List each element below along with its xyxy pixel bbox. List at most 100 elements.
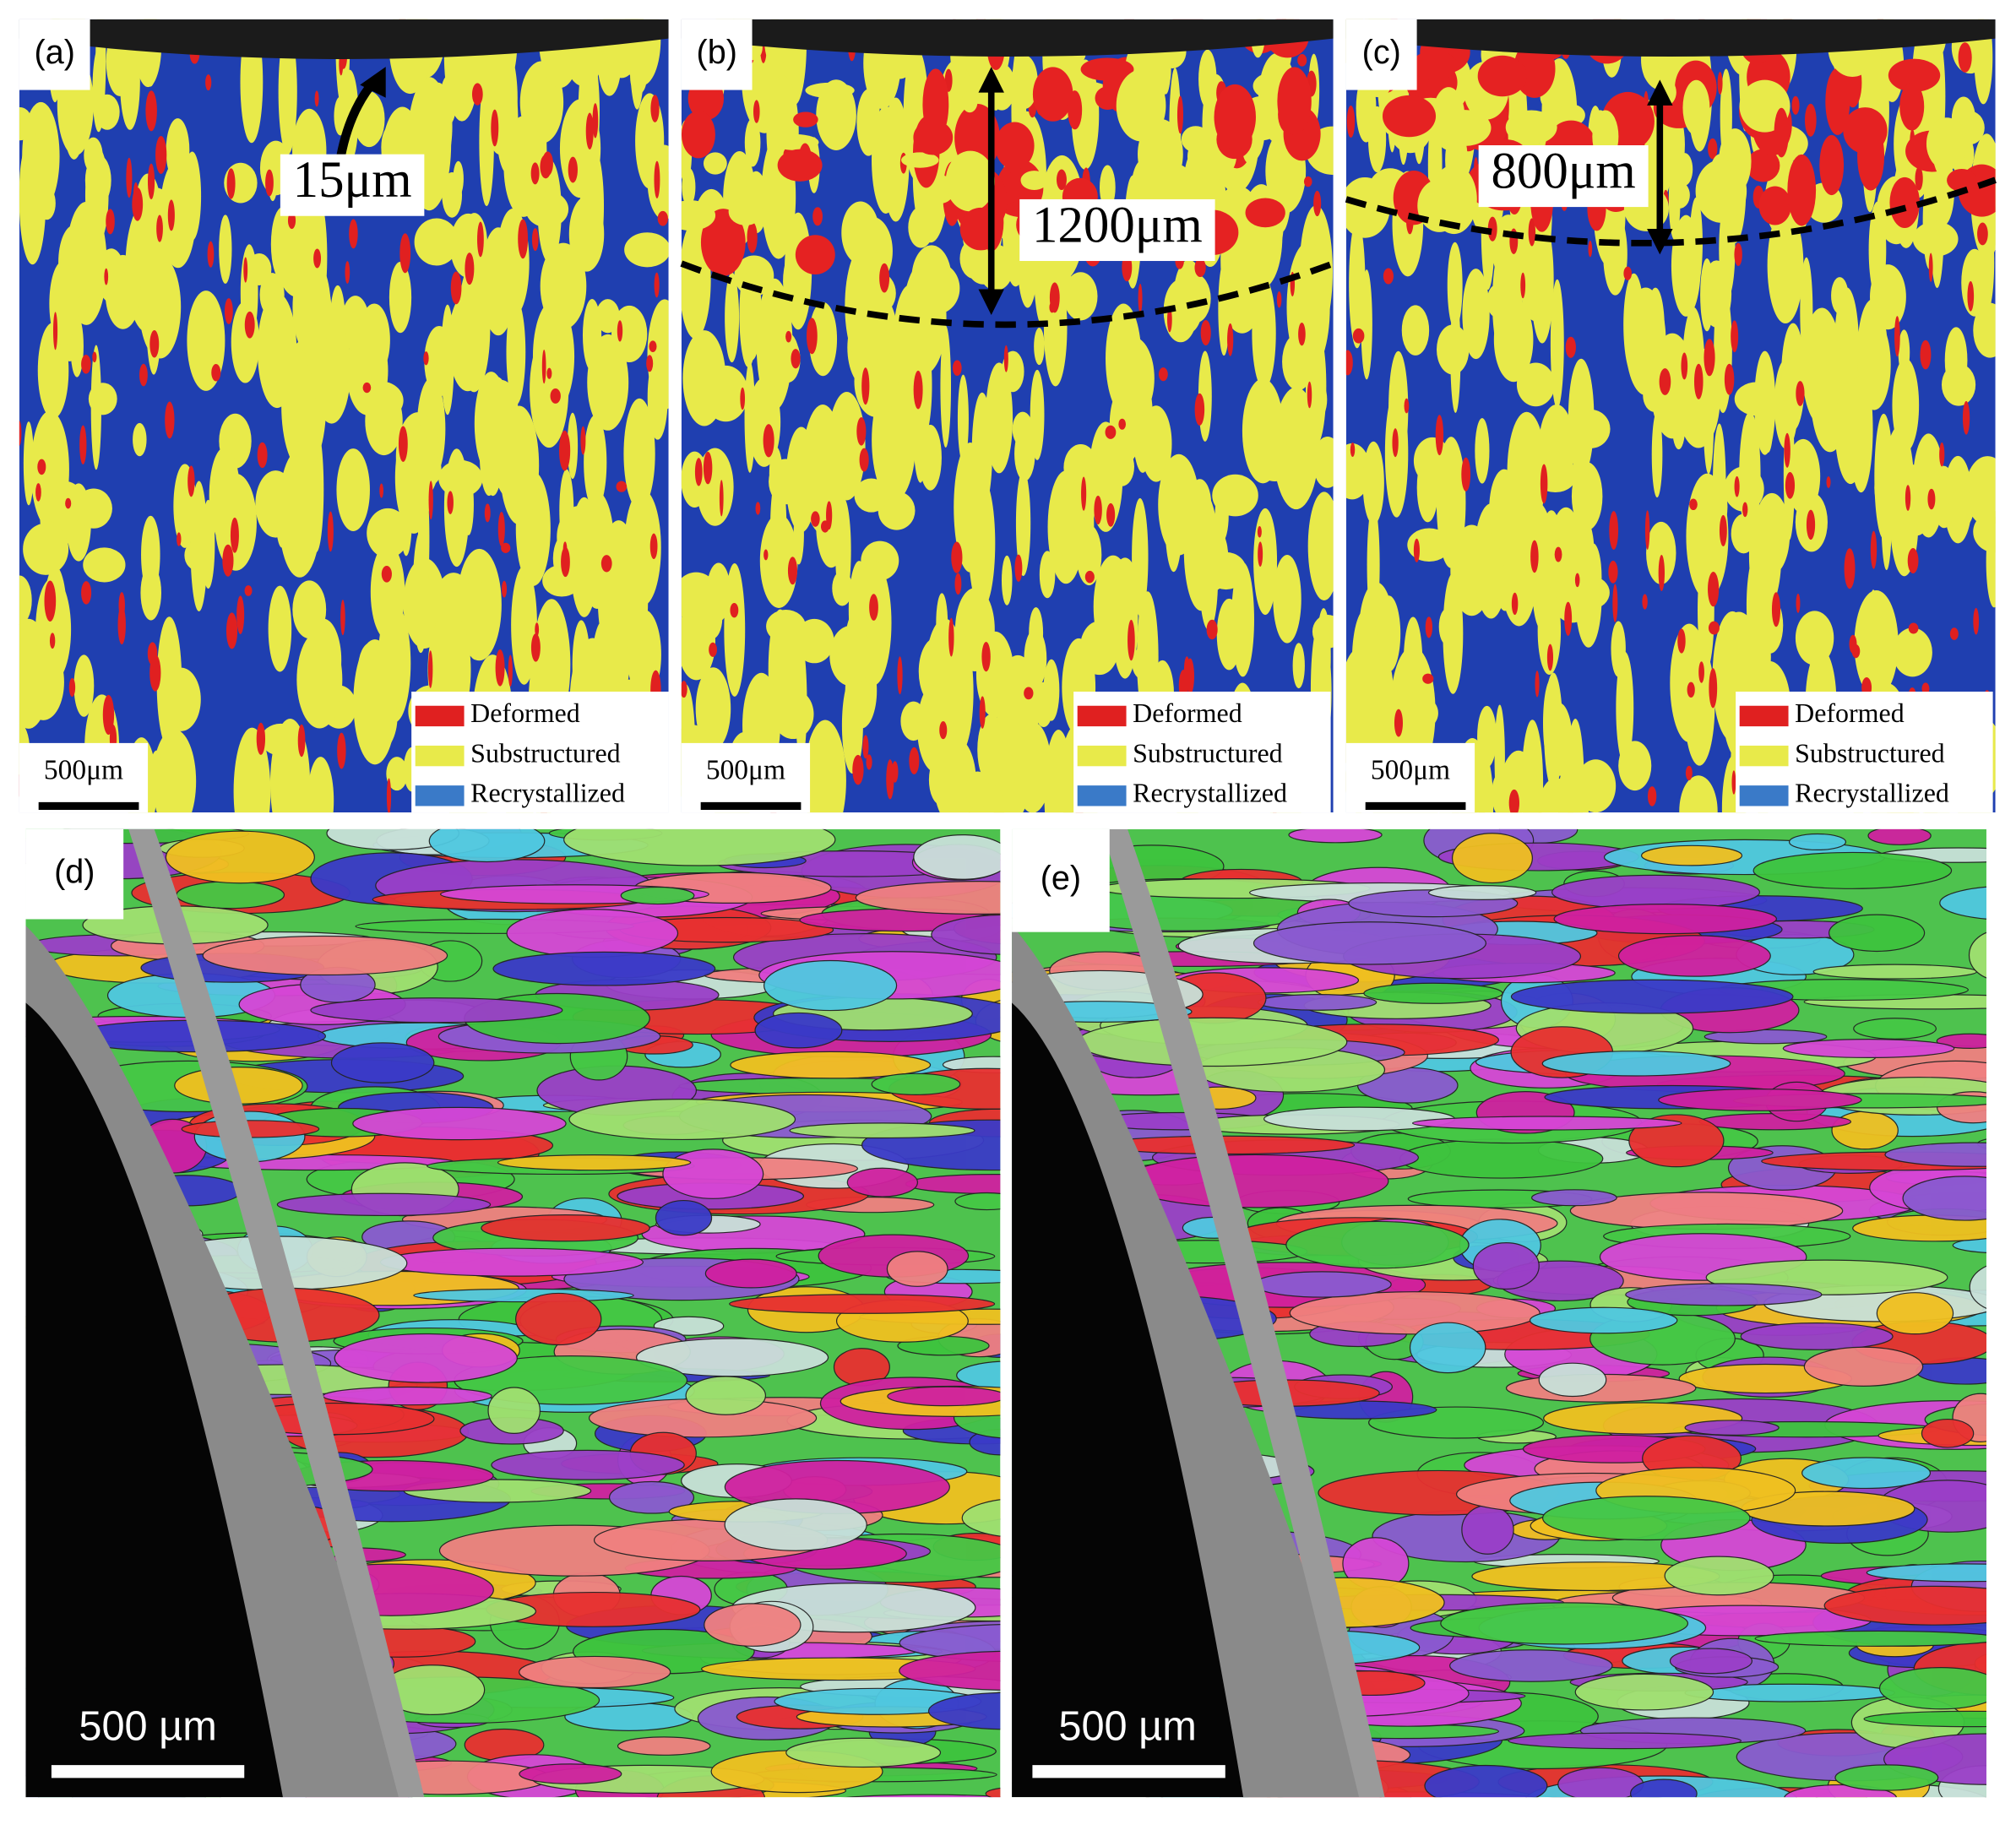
deformed-grain bbox=[1612, 584, 1618, 622]
deformed-grain bbox=[1939, 442, 1945, 467]
legend-swatch bbox=[415, 745, 465, 767]
substructured-grain bbox=[1163, 279, 1198, 343]
deformed-grain bbox=[1277, 67, 1312, 135]
substructured-grain bbox=[105, 254, 141, 329]
surface-edge bbox=[1345, 19, 1996, 57]
substructured-grain bbox=[474, 372, 508, 475]
grain bbox=[1630, 1778, 1698, 1798]
deformed-grain bbox=[592, 103, 599, 138]
substructured-grain bbox=[483, 41, 518, 155]
deformed-grain bbox=[1345, 350, 1353, 376]
deformed-grain bbox=[224, 298, 233, 324]
deformed-grain bbox=[535, 622, 540, 637]
substructured-grain bbox=[1881, 460, 1892, 571]
grain bbox=[1782, 1038, 1955, 1059]
label-box bbox=[1019, 198, 1215, 262]
deformed-grain bbox=[1608, 560, 1618, 584]
substructured-grain bbox=[1198, 49, 1217, 109]
deformed-grain bbox=[149, 330, 160, 358]
deformed-grain bbox=[381, 565, 392, 583]
deformed-grain bbox=[1928, 253, 1933, 282]
deformed-grain bbox=[654, 272, 660, 298]
deformed-grain bbox=[1709, 154, 1731, 209]
grain bbox=[563, 828, 836, 866]
grain bbox=[655, 1199, 713, 1236]
substructured-grain bbox=[1478, 757, 1494, 813]
grain bbox=[1684, 1420, 1780, 1436]
grain bbox=[1263, 1106, 1456, 1132]
substructured-grain bbox=[1030, 369, 1045, 460]
deformed-grain bbox=[1181, 126, 1210, 153]
grain bbox=[846, 1167, 919, 1197]
substructured-grain bbox=[1502, 479, 1532, 611]
deformed-grain bbox=[187, 465, 195, 497]
substructured-grain bbox=[23, 523, 69, 575]
substructured-grain bbox=[329, 285, 346, 367]
substructured-grain bbox=[1539, 404, 1575, 490]
deformed-grain bbox=[1926, 117, 1968, 171]
deformed-grain bbox=[1647, 786, 1657, 806]
grain bbox=[1878, 1667, 1986, 1710]
deformed-grain bbox=[913, 120, 954, 155]
deformed-grain bbox=[820, 520, 829, 533]
deformed-grain bbox=[1774, 107, 1789, 158]
deformed-grain bbox=[1565, 336, 1576, 358]
substructured-grain bbox=[1236, 237, 1252, 326]
substructured-grain bbox=[334, 96, 347, 136]
deformed-grain bbox=[740, 387, 746, 410]
deformed-grain bbox=[995, 122, 1035, 170]
substructured-grain bbox=[913, 262, 960, 314]
deformed-grain bbox=[530, 162, 540, 185]
deformed-grain bbox=[465, 253, 475, 285]
deformed-grain bbox=[501, 580, 508, 598]
deformed-grain bbox=[256, 722, 266, 755]
grain bbox=[352, 1106, 567, 1141]
deformed-grain bbox=[1796, 593, 1801, 613]
deformed-grain bbox=[1056, 169, 1067, 191]
deformed-grain bbox=[1487, 216, 1497, 242]
deformed-grain bbox=[948, 617, 954, 657]
deformed-grain bbox=[428, 481, 433, 520]
grain bbox=[1541, 1496, 1751, 1541]
grain bbox=[310, 997, 563, 1024]
arrow-head bbox=[360, 67, 386, 98]
deformed-grain bbox=[1921, 682, 1930, 695]
grain bbox=[1968, 931, 1986, 979]
substructured-grain bbox=[1093, 555, 1133, 659]
substructured-grain bbox=[19, 575, 32, 626]
deformed-grain bbox=[1303, 176, 1312, 187]
substructured-grain bbox=[878, 491, 916, 530]
depth-line bbox=[1345, 176, 1997, 247]
grain bbox=[1831, 1110, 1899, 1150]
substructured-grain bbox=[1899, 466, 1934, 536]
deformed-grain bbox=[681, 200, 716, 231]
scale-bar-label: 500μm bbox=[706, 755, 785, 786]
substructured-grain bbox=[769, 330, 799, 376]
deformed-grain bbox=[1024, 687, 1034, 700]
substructured-grain bbox=[440, 75, 457, 126]
substructured-grain bbox=[1986, 515, 1996, 608]
deformed-grain bbox=[147, 163, 155, 200]
substructured-grain bbox=[1001, 555, 1013, 605]
deformed-grain bbox=[1609, 511, 1619, 550]
deformed-grain bbox=[1588, 240, 1593, 258]
deformed-grain bbox=[1685, 765, 1693, 780]
deformed-grain bbox=[654, 160, 660, 198]
substructured-grain bbox=[499, 405, 540, 525]
grain bbox=[1257, 993, 1378, 1011]
grain bbox=[506, 909, 679, 958]
deformed-grain bbox=[1425, 616, 1433, 638]
deformed-grain bbox=[447, 491, 454, 514]
deformed-grain bbox=[1118, 418, 1127, 430]
grain bbox=[1834, 1764, 1939, 1791]
deformed-grain bbox=[1554, 546, 1562, 562]
substructured-grain bbox=[696, 448, 734, 526]
substructured-grain bbox=[1015, 470, 1031, 577]
substructured-grain bbox=[166, 118, 190, 183]
substructured-grain bbox=[1475, 418, 1490, 484]
substructured-grain bbox=[1307, 491, 1334, 601]
deformed-grain bbox=[81, 355, 91, 374]
deformed-grain bbox=[841, 201, 880, 264]
deformed-grain bbox=[81, 581, 92, 605]
deformed-grain bbox=[753, 100, 760, 123]
